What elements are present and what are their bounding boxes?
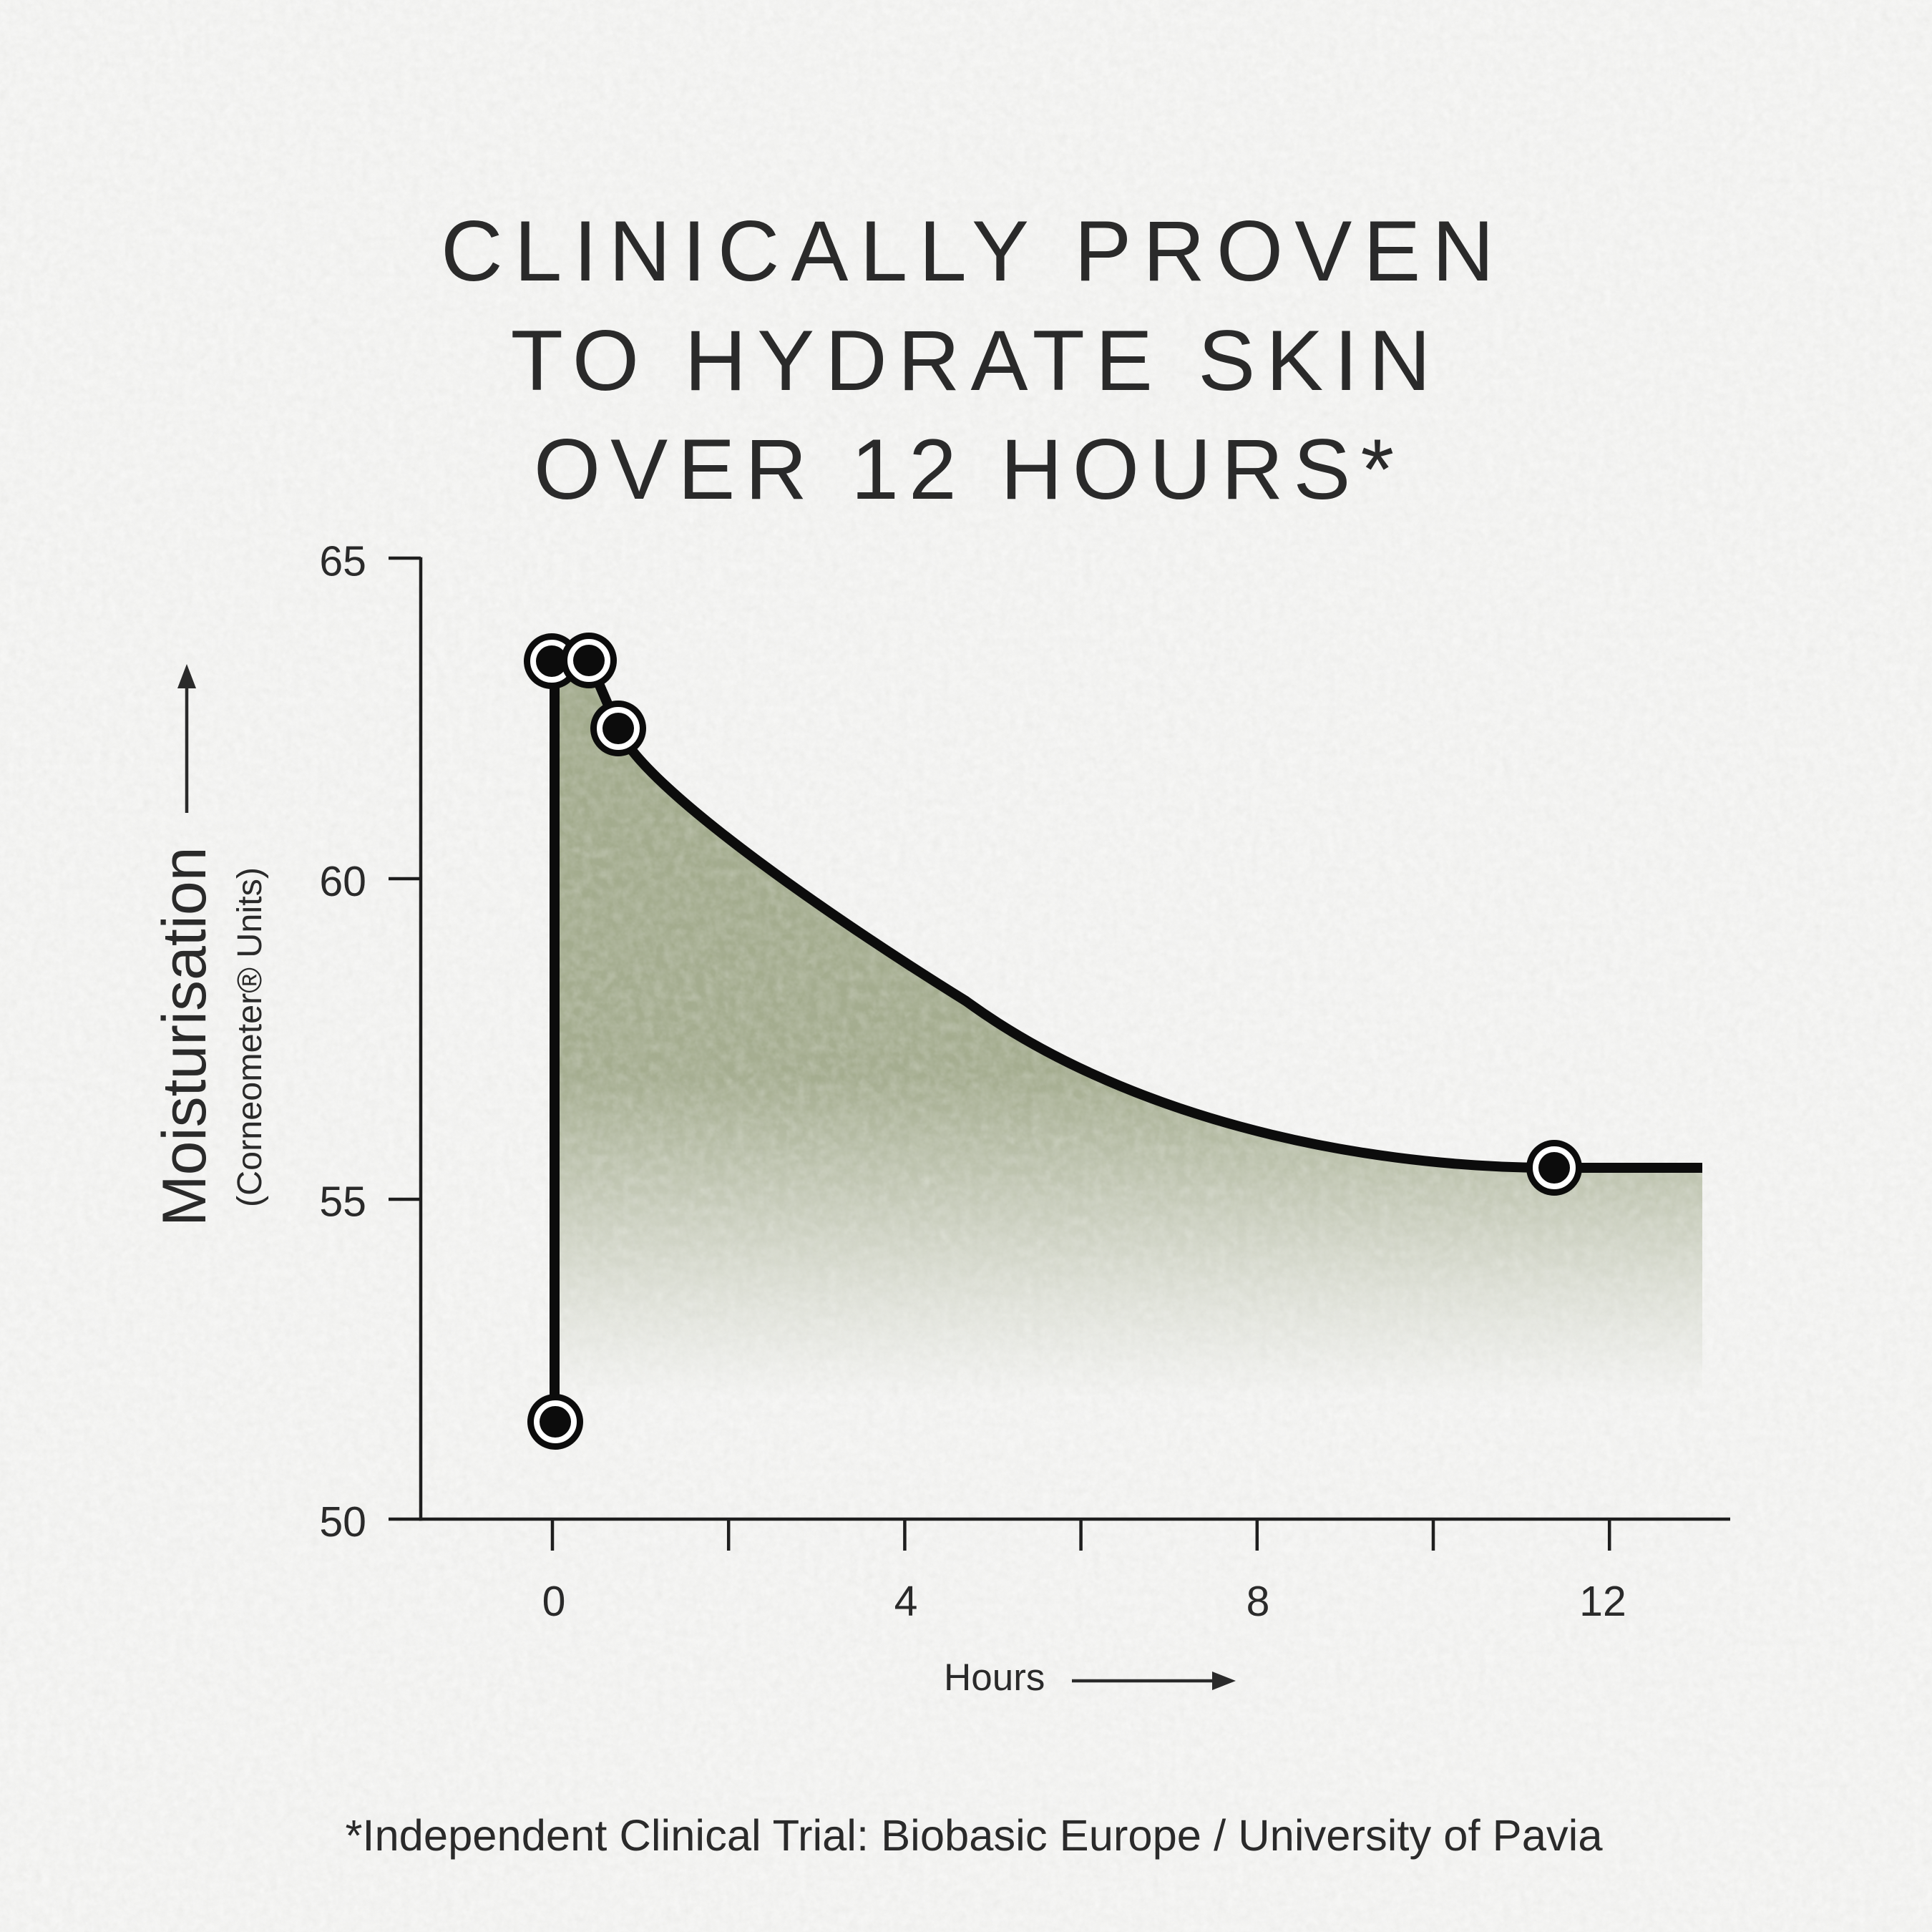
svg-text:Hours: Hours (944, 1657, 1045, 1699)
svg-text:OVER 12 HOURS*: OVER 12 HOURS* (534, 421, 1404, 517)
svg-text:*Independent Clinical Trial: B: *Independent Clinical Trial: Biobasic Eu… (345, 1811, 1603, 1860)
svg-text:12: 12 (1579, 1578, 1626, 1625)
svg-text:50: 50 (319, 1498, 366, 1546)
svg-text:65: 65 (319, 538, 366, 585)
svg-text:8: 8 (1246, 1578, 1270, 1625)
svg-text:TO HYDRATE SKIN: TO HYDRATE SKIN (511, 313, 1442, 409)
svg-text:Moisturisation: Moisturisation (150, 847, 219, 1226)
svg-text:(Corneometer® Units): (Corneometer® Units) (230, 867, 269, 1207)
svg-text:4: 4 (894, 1578, 918, 1625)
svg-text:55: 55 (319, 1179, 366, 1226)
svg-text:0: 0 (542, 1578, 566, 1625)
svg-text:60: 60 (319, 858, 366, 905)
svg-text:CLINICALLY PROVEN: CLINICALLY PROVEN (441, 203, 1506, 299)
